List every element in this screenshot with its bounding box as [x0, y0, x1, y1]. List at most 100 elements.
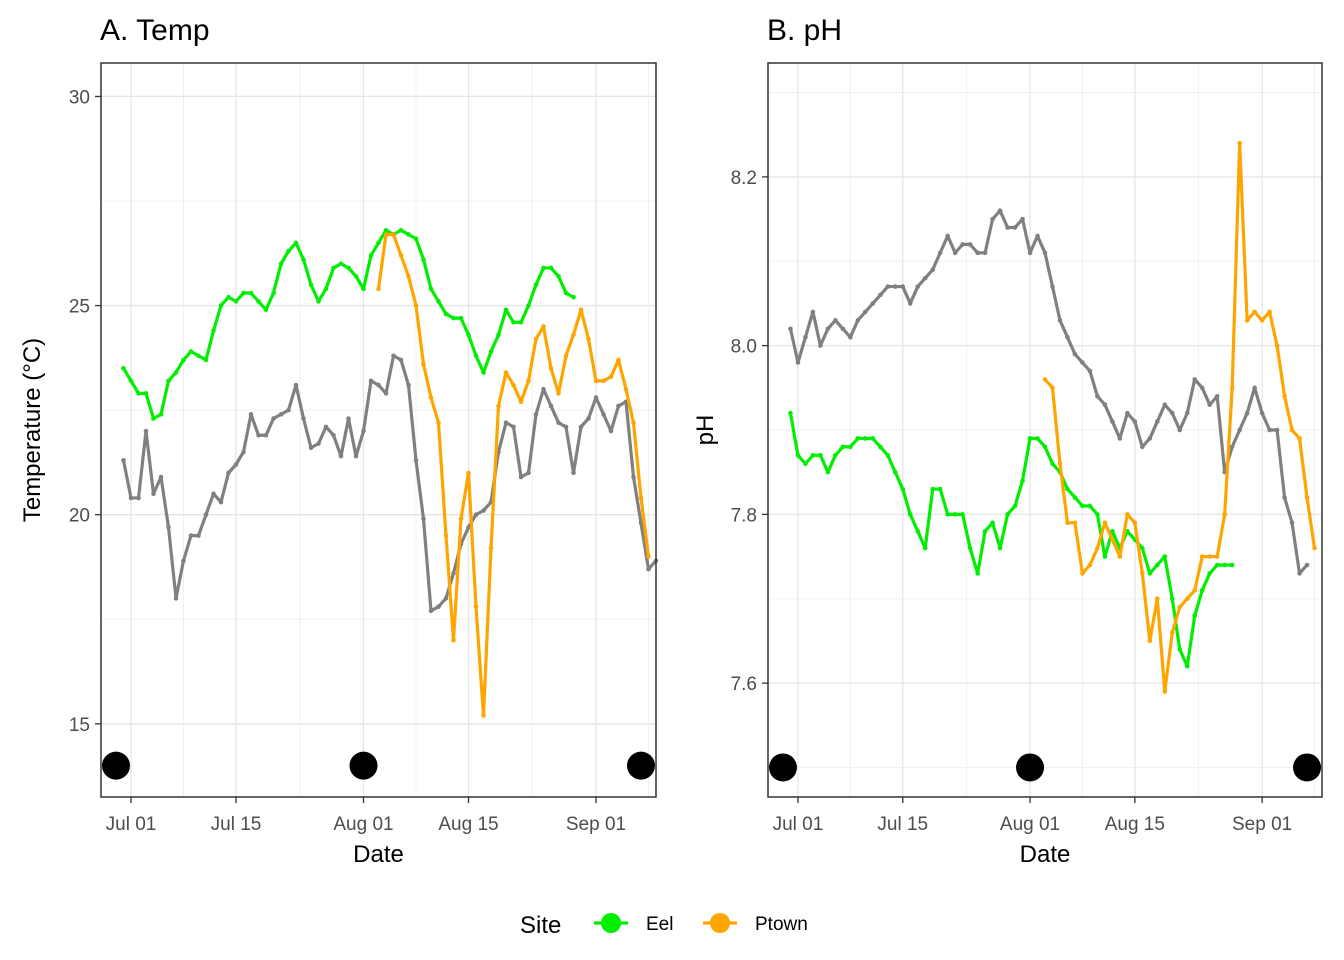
- data-point: [166, 524, 171, 530]
- data-point: [1207, 554, 1213, 559]
- data-point: [1237, 140, 1242, 146]
- data-point: [436, 604, 441, 610]
- panel-title: B. pH: [767, 14, 842, 47]
- data-point: [181, 357, 186, 363]
- data-point: [151, 416, 156, 421]
- data-point: [331, 265, 336, 271]
- data-point: [503, 420, 509, 425]
- data-point: [1080, 360, 1085, 365]
- data-point: [900, 284, 906, 289]
- data-point: [286, 407, 291, 413]
- data-point: [458, 315, 464, 321]
- data-point: [338, 261, 344, 267]
- data-point: [481, 508, 486, 513]
- x-tick-label: Sep 01: [1232, 814, 1292, 835]
- series-reference: [788, 208, 1310, 576]
- data-point: [136, 495, 141, 501]
- data-point: [1199, 587, 1205, 593]
- data-point: [1184, 410, 1190, 416]
- data-point: [900, 486, 906, 492]
- data-point: [436, 420, 441, 425]
- data-point: [1169, 630, 1175, 635]
- data-point: [1132, 520, 1138, 526]
- data-point: [907, 512, 913, 517]
- data-point: [541, 265, 546, 271]
- data-point: [1252, 385, 1257, 391]
- data-point: [1140, 571, 1145, 576]
- panel-temp: 15 20 25 30 Jul 01 Jul 15 Aug 01 Aug 15 Sep 01 Da…: [19, 14, 659, 868]
- data-point: [451, 570, 456, 576]
- grid: [768, 63, 1322, 797]
- data-point: [1289, 427, 1295, 433]
- data-point: [376, 286, 381, 292]
- data-point: [631, 420, 636, 425]
- data-point: [997, 208, 1003, 213]
- data-point: [421, 516, 426, 522]
- data-point: [930, 486, 936, 492]
- data-point: [563, 353, 569, 359]
- data-point: [256, 299, 261, 304]
- data-point: [443, 533, 449, 538]
- data-point: [541, 324, 546, 329]
- data-point: [241, 290, 246, 296]
- data-point: [1102, 402, 1108, 407]
- data-point: [608, 428, 614, 434]
- x-tick-label: Aug 15: [1105, 814, 1165, 835]
- data-point: [533, 412, 539, 417]
- data-point: [256, 432, 261, 438]
- y-tick-label: 20: [69, 506, 90, 527]
- data-point: [211, 328, 216, 333]
- data-point: [1304, 495, 1310, 500]
- data-point: [997, 545, 1003, 551]
- data-point: [922, 545, 928, 551]
- data-point: [1035, 233, 1040, 239]
- data-point: [488, 349, 494, 354]
- data-point: [616, 357, 621, 363]
- data-point: [1005, 512, 1010, 517]
- data-point: [1065, 520, 1070, 526]
- data-point: [646, 554, 651, 559]
- event-marker: [102, 751, 130, 780]
- data-point: [293, 382, 299, 388]
- data-point: [818, 343, 823, 348]
- data-point: [158, 474, 164, 480]
- data-point: [383, 232, 389, 237]
- panel-border: [767, 62, 1323, 798]
- series-ptown: [1042, 140, 1317, 694]
- data-point: [578, 424, 584, 430]
- y-tick-label: 15: [69, 715, 90, 736]
- data-point: [1169, 596, 1175, 602]
- data-point: [203, 512, 209, 517]
- data-point: [241, 449, 246, 455]
- data-point: [451, 637, 456, 643]
- data-point: [466, 332, 471, 338]
- data-point: [188, 349, 194, 354]
- data-point: [398, 357, 404, 363]
- data-point: [1274, 427, 1280, 433]
- data-point: [1222, 512, 1227, 517]
- data-point: [915, 284, 921, 289]
- x-axis-title: Date: [1020, 841, 1071, 868]
- data-point: [128, 378, 134, 384]
- event-markers: [102, 751, 655, 780]
- data-point: [586, 336, 591, 342]
- series-line-eel: [788, 411, 1234, 668]
- data-point: [383, 227, 389, 233]
- x-tick-label: Sep 01: [566, 814, 626, 835]
- data-point: [1042, 250, 1048, 256]
- data-point: [1095, 393, 1100, 399]
- data-point: [413, 458, 419, 463]
- data-point: [233, 462, 239, 467]
- data-point: [1050, 461, 1055, 467]
- data-point: [930, 267, 936, 273]
- data-point: [1050, 385, 1055, 391]
- data-point: [406, 273, 411, 279]
- data-point: [556, 420, 561, 425]
- data-point: [533, 336, 539, 342]
- data-point: [271, 416, 276, 421]
- data-point: [121, 366, 126, 371]
- data-point: [503, 307, 509, 313]
- data-point: [1207, 571, 1213, 576]
- data-point: [361, 286, 366, 292]
